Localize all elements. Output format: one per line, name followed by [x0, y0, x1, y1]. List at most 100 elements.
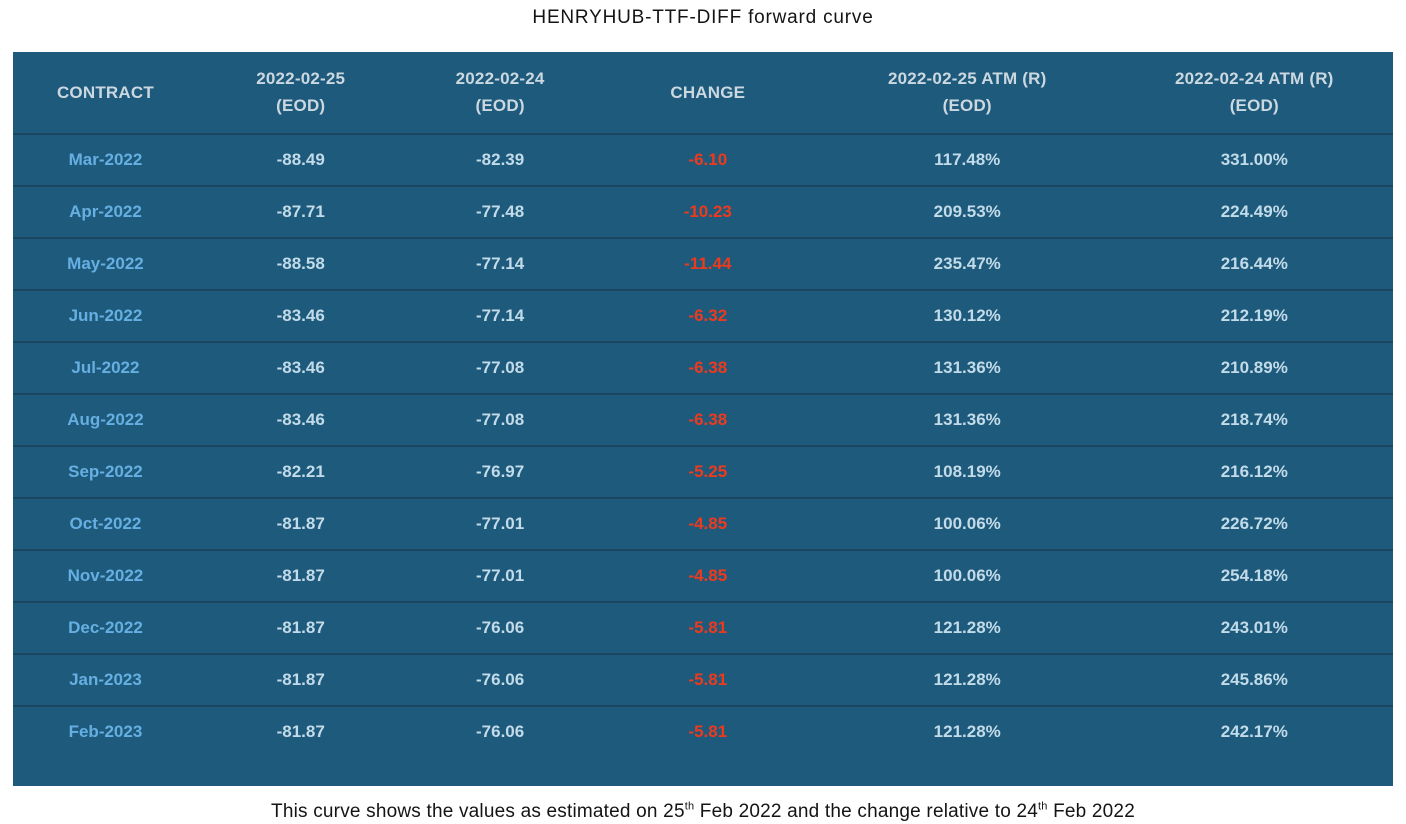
- cell-change: -11.44: [596, 237, 819, 290]
- cell-atm24: 331.00%: [1115, 133, 1393, 186]
- table-row: Nov-2022 -81.87 -77.01 -4.85 100.06% 254.18%: [13, 549, 1393, 602]
- cell-eod25: -88.49: [197, 133, 404, 186]
- cell-atm24: 226.72%: [1115, 497, 1393, 550]
- cell-contract: Nov-2022: [13, 549, 198, 602]
- cell-eod25: -81.87: [197, 705, 404, 757]
- cell-eod24: -77.01: [403, 497, 597, 550]
- cell-eod25: -81.87: [197, 549, 404, 602]
- cell-contract: Sep-2022: [13, 445, 198, 498]
- cell-change: -6.32: [596, 289, 819, 342]
- col-header-contract: CONTRACT: [13, 52, 198, 134]
- cell-eod25: -81.87: [197, 497, 404, 550]
- caption: This curve shows the values as estimated…: [0, 801, 1406, 823]
- table-row: Jan-2023 -81.87 -76.06 -5.81 121.28% 245.86%: [13, 653, 1393, 706]
- col-header-line2: (EOD): [276, 96, 326, 115]
- cell-eod24: -76.06: [403, 705, 597, 757]
- table-row: Oct-2022 -81.87 -77.01 -4.85 100.06% 226.72%: [13, 497, 1393, 550]
- cell-eod24: -77.14: [403, 289, 597, 342]
- cell-atm25: 209.53%: [818, 185, 1116, 238]
- cell-change: -5.25: [596, 445, 819, 498]
- table-row: Mar-2022 -88.49 -82.39 -6.10 117.48% 331.00%: [13, 133, 1393, 186]
- cell-eod25: -83.46: [197, 393, 404, 446]
- cell-atm25: 121.28%: [818, 601, 1116, 654]
- cell-atm24: 216.44%: [1115, 237, 1393, 290]
- cell-atm25: 100.06%: [818, 549, 1116, 602]
- col-header-eod-24: 2022-02-24 (EOD): [404, 52, 597, 134]
- cell-change: -5.81: [596, 705, 819, 757]
- table-row: Jul-2022 -83.46 -77.08 -6.38 131.36% 210.89%: [13, 341, 1393, 394]
- col-header-atm-24: 2022-02-24 ATM (R) (EOD): [1116, 52, 1393, 134]
- cell-atm24: 243.01%: [1115, 601, 1393, 654]
- cell-eod25: -83.46: [197, 341, 404, 394]
- cell-atm24: 216.12%: [1115, 445, 1393, 498]
- cell-atm25: 117.48%: [818, 133, 1116, 186]
- table-row: Sep-2022 -82.21 -76.97 -5.25 108.19% 216.12%: [13, 445, 1393, 498]
- cell-eod25: -81.87: [197, 601, 404, 654]
- cell-change: -5.81: [596, 601, 819, 654]
- col-header-line1: 2022-02-25: [256, 69, 346, 88]
- cell-atm24: 212.19%: [1115, 289, 1393, 342]
- table-row: Feb-2023 -81.87 -76.06 -5.81 121.28% 242.17%: [13, 705, 1393, 757]
- cell-contract: Jul-2022: [13, 341, 198, 394]
- cell-eod24: -77.08: [403, 393, 597, 446]
- cell-eod24: -77.48: [403, 185, 597, 238]
- cell-atm25: 131.36%: [818, 393, 1116, 446]
- cell-eod25: -81.87: [197, 653, 404, 706]
- col-header-line2: (EOD): [475, 96, 525, 115]
- cell-change: -4.85: [596, 497, 819, 550]
- cell-change: -10.23: [596, 185, 819, 238]
- col-header-line1: 2022-02-25 ATM (R): [887, 69, 1047, 88]
- cell-contract: Jun-2022: [13, 289, 198, 342]
- cell-atm24: 254.18%: [1115, 549, 1393, 602]
- cell-eod25: -82.21: [197, 445, 404, 498]
- col-header-eod-25: 2022-02-25 (EOD): [198, 52, 404, 134]
- cell-eod24: -82.39: [403, 133, 597, 186]
- col-header-line2: (EOD): [1229, 96, 1279, 115]
- cell-change: -5.81: [596, 653, 819, 706]
- table-row: Jun-2022 -83.46 -77.14 -6.32 130.12% 212.19%: [13, 289, 1393, 342]
- cell-atm25: 235.47%: [818, 237, 1116, 290]
- cell-change: -6.38: [596, 341, 819, 394]
- table-row: Dec-2022 -81.87 -76.06 -5.81 121.28% 243.01%: [13, 601, 1393, 654]
- caption-superscript: th: [1038, 800, 1048, 813]
- cell-contract: May-2022: [13, 237, 198, 290]
- cell-eod25: -87.71: [197, 185, 404, 238]
- cell-atm25: 100.06%: [818, 497, 1116, 550]
- caption-text: Feb 2022: [1047, 801, 1135, 822]
- page-title: HENRYHUB-TTF-DIFF forward curve: [532, 7, 874, 28]
- cell-atm24: 218.74%: [1115, 393, 1393, 446]
- cell-atm24: 242.17%: [1115, 705, 1393, 757]
- cell-eod24: -77.01: [403, 549, 597, 602]
- cell-atm25: 108.19%: [818, 445, 1116, 498]
- cell-change: -4.85: [596, 549, 819, 602]
- cell-change: -6.10: [596, 133, 819, 186]
- cell-eod24: -76.97: [403, 445, 597, 498]
- cell-eod24: -77.08: [403, 341, 597, 394]
- caption-text: Feb 2022 and the change relative to 24: [694, 801, 1039, 822]
- header-row: CONTRACT 2022-02-25 (EOD) 2022-02-24 (EO…: [13, 52, 1393, 134]
- caption-text: This curve shows the values as estimated…: [271, 801, 685, 822]
- forward-curve-table: CONTRACT 2022-02-25 (EOD) 2022-02-24 (EO…: [13, 52, 1393, 757]
- caption-superscript: th: [684, 800, 695, 813]
- cell-eod24: -76.06: [403, 653, 597, 706]
- table-body: Mar-2022 -88.49 -82.39 -6.10 117.48% 331.00% A…: [13, 133, 1393, 757]
- forward-curve-table-container: CONTRACT 2022-02-25 (EOD) 2022-02-24 (EO…: [13, 52, 1393, 786]
- cell-contract: Jan-2023: [13, 653, 198, 706]
- col-header-atm-25: 2022-02-25 ATM (R) (EOD): [819, 52, 1116, 134]
- cell-atm25: 121.28%: [818, 705, 1116, 757]
- col-header-line1: CHANGE: [670, 82, 746, 102]
- cell-eod25: -88.58: [197, 237, 404, 290]
- cell-atm25: 130.12%: [818, 289, 1116, 342]
- table-row: May-2022 -88.58 -77.14 -11.44 235.47% 216.44%: [13, 237, 1393, 290]
- table-row: Apr-2022 -87.71 -77.48 -10.23 209.53% 224.49%: [13, 185, 1393, 238]
- col-header-line2: (EOD): [942, 96, 992, 115]
- cell-atm24: 210.89%: [1115, 341, 1393, 394]
- cell-contract: Feb-2023: [13, 705, 198, 757]
- col-header-change: CHANGE: [597, 52, 819, 134]
- col-header-line1: 2022-02-24: [455, 69, 545, 88]
- col-header-line1: CONTRACT: [56, 82, 154, 102]
- cell-contract: Mar-2022: [13, 133, 198, 186]
- cell-atm24: 224.49%: [1115, 185, 1393, 238]
- col-header-line1: 2022-02-24 ATM (R): [1175, 69, 1334, 88]
- cell-change: -6.38: [596, 393, 819, 446]
